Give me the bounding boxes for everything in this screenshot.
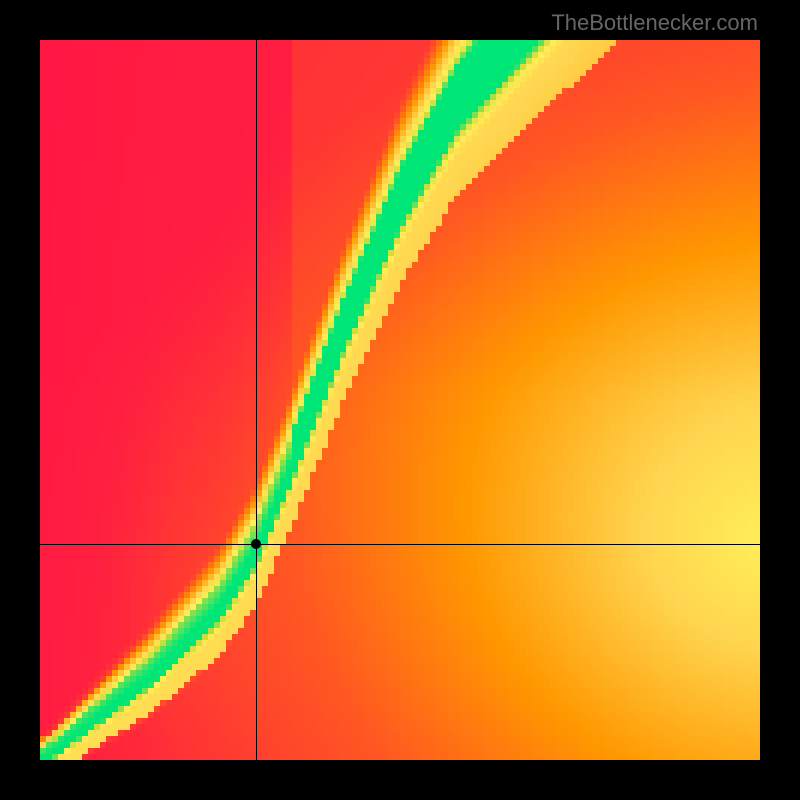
watermark-text: TheBottlenecker.com: [551, 10, 758, 36]
selection-marker: [251, 539, 261, 549]
bottleneck-heatmap: [40, 40, 760, 760]
crosshair-vertical: [256, 40, 257, 760]
chart-container: TheBottlenecker.com: [0, 0, 800, 800]
crosshair-horizontal: [40, 544, 760, 545]
